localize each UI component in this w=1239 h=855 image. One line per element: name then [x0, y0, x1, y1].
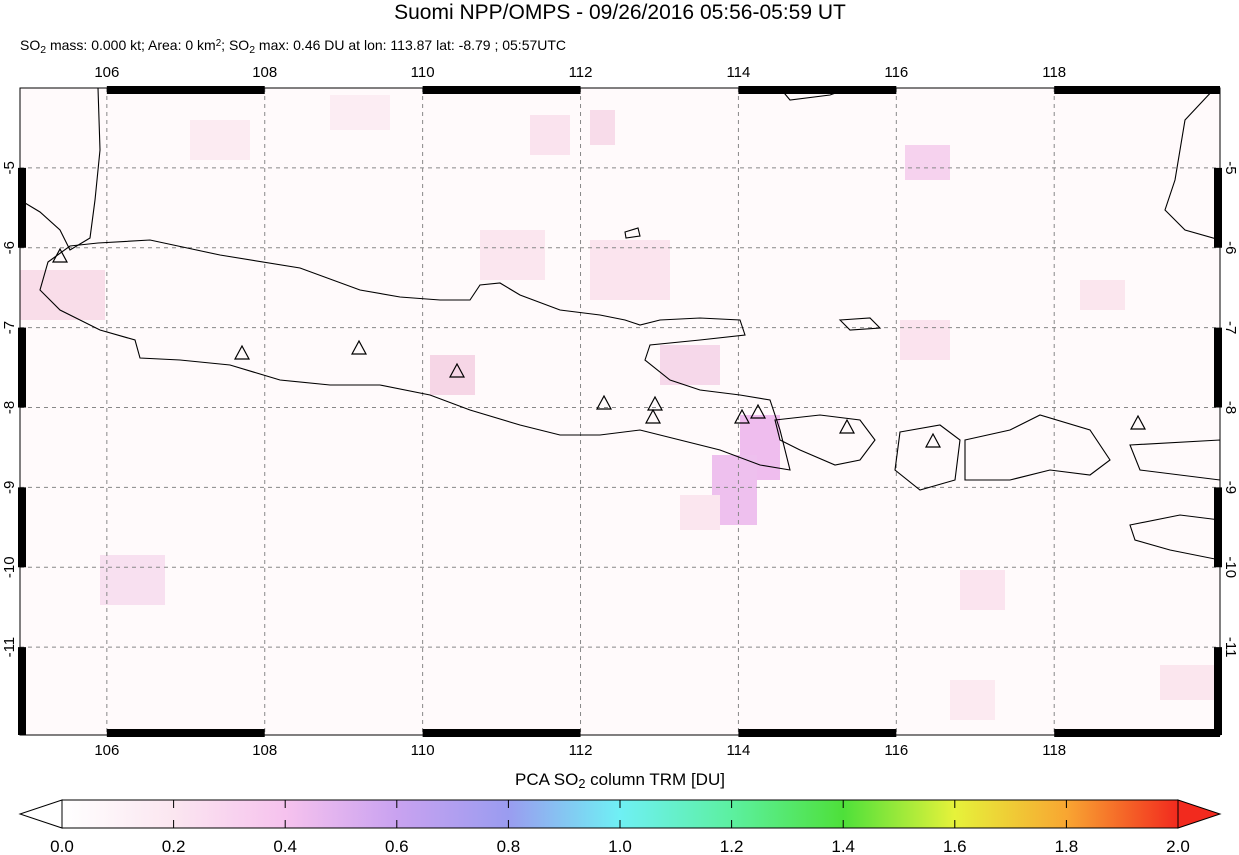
- y-tick-label: -6: [1222, 241, 1239, 254]
- frame-bar: [422, 86, 581, 94]
- grid: [20, 88, 1220, 735]
- frame-bar: [106, 86, 265, 94]
- map: [20, 88, 1220, 735]
- text-part: 2: [578, 776, 585, 791]
- colorbar-under-arrow: [18, 799, 63, 829]
- text-part: mass: 0.000 kt; Area: 0 km: [46, 37, 216, 53]
- y-tick-label: -5: [1222, 161, 1239, 174]
- x-tick-label: 108: [252, 64, 277, 81]
- coastline: [624, 227, 641, 239]
- colorbar-label: PCA SO2 column TRM [DU]: [515, 770, 725, 791]
- frame-bar: [1054, 729, 1220, 737]
- y-tick-label: -11: [1222, 637, 1239, 658]
- frame-bar: [738, 729, 897, 737]
- x-tick-label: 110: [411, 64, 435, 81]
- coastline: [1129, 439, 1220, 481]
- frame-bar: [1214, 327, 1222, 408]
- frame-bar: [18, 327, 26, 408]
- frame-bar: [1214, 647, 1222, 735]
- coastline: [1129, 514, 1220, 561]
- text-part: PCA SO: [515, 770, 578, 789]
- coastline: [1164, 88, 1220, 241]
- y-tick-label: -11: [1, 637, 18, 658]
- y-tick-label: -5: [1, 161, 18, 174]
- y-tick-label: -9: [1222, 481, 1239, 494]
- frame-bar: [1214, 167, 1222, 248]
- coastline: [39, 239, 791, 471]
- colorbar-tick-label: 1.4: [831, 837, 855, 855]
- colorbar-tick-label: 1.6: [943, 837, 967, 855]
- colorbar-tick-label: 1.0: [608, 837, 632, 855]
- frame-bar: [422, 729, 581, 737]
- x-tick-label: 112: [569, 64, 593, 81]
- x-tick-label: 110: [411, 742, 435, 759]
- coastline: [838, 317, 882, 331]
- x-tick-label: 118: [1042, 742, 1066, 759]
- so2-pixels: [20, 95, 1220, 720]
- frame-ticks: [18, 86, 1222, 737]
- text-part: SO: [20, 37, 40, 53]
- colorbar-tick-label: 0.8: [497, 837, 521, 855]
- x-tick-label: 116: [884, 742, 908, 759]
- coastline: [774, 414, 876, 466]
- axis-labels: 106 106 108 108 110 110 112 112 114 114 116 116 118 1…: [1, 64, 1239, 759]
- colorbar-tick-label: 2.0: [1166, 837, 1190, 855]
- frame-bar: [1054, 86, 1220, 94]
- volcanoes: [51, 247, 1147, 448]
- colorbar-tick-label: 1.2: [720, 837, 744, 855]
- colorbar-tick-label: 0.2: [162, 837, 186, 855]
- y-tick-label: -10: [1, 556, 18, 578]
- colorbar-over-arrow: [1177, 799, 1222, 829]
- frame-bar: [738, 86, 897, 94]
- x-tick-label: 108: [252, 742, 277, 759]
- coastlines: [20, 88, 1220, 561]
- y-tick-label: -10: [1222, 556, 1239, 578]
- y-tick-label: -8: [1222, 401, 1239, 414]
- frame-bar: [1214, 487, 1222, 568]
- colorbar-tick-label: 0.4: [273, 837, 297, 855]
- subtitle: SO2 mass: 0.000 kt; Area: 0 km2; SO2 max…: [20, 37, 566, 56]
- colorbar-tick-label: 0.0: [50, 837, 74, 855]
- coastline: [894, 424, 961, 491]
- map-background: [20, 88, 1220, 735]
- x-tick-label: 116: [884, 64, 908, 81]
- colorbar-tick-label: 1.8: [1055, 837, 1079, 855]
- x-tick-label: 106: [94, 64, 119, 81]
- text-part: max: 0.46 DU at lon: 113.87 lat: -8.79 ;…: [255, 37, 566, 53]
- x-tick-label: 106: [94, 742, 119, 759]
- y-tick-label: -7: [1, 321, 18, 334]
- x-tick-label: 112: [569, 742, 593, 759]
- y-tick-label: -9: [1, 481, 18, 494]
- x-tick-label: 114: [726, 64, 750, 81]
- x-tick-label: 118: [1042, 64, 1066, 81]
- y-tick-label: -7: [1222, 321, 1239, 334]
- frame-bar: [18, 487, 26, 568]
- frame-bar: [18, 167, 26, 248]
- colorbar: PCA SO2 column TRM [DU] 0.0 0.2 0.4 0.6 0.8 1…: [18, 770, 1222, 855]
- coastline: [964, 414, 1111, 481]
- frame-bar: [18, 647, 26, 735]
- frame-bar: [106, 729, 265, 737]
- text-part: 2: [249, 44, 255, 56]
- text-part: 2: [40, 44, 46, 56]
- text-part: 2: [216, 38, 221, 49]
- y-tick-label: -8: [1, 401, 18, 414]
- colorbar-tick-label: 0.6: [385, 837, 409, 855]
- text-part: ; SO: [221, 37, 249, 53]
- x-tick-label: 114: [726, 742, 750, 759]
- title: Suomi NPP/OMPS - 09/26/2016 05:56-05:59 …: [394, 1, 846, 24]
- y-tick-label: -6: [1, 241, 18, 254]
- coastline: [20, 88, 101, 251]
- map-frame: [19, 87, 1221, 736]
- text-part: column TRM [DU]: [585, 770, 725, 789]
